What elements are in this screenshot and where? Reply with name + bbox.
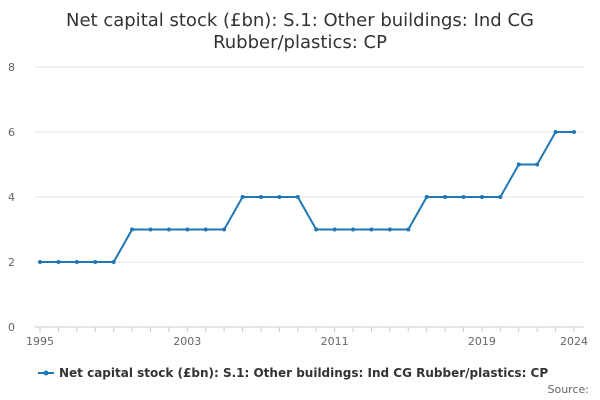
x-tick-label: 1995 [26, 335, 54, 348]
data-point [461, 195, 466, 199]
data-point [185, 227, 190, 232]
data-point [498, 195, 503, 199]
x-tick-label: 2011 [321, 335, 349, 348]
data-point [148, 227, 153, 232]
x-axis: 1995 2003 2011 2019 2024 [26, 326, 588, 348]
series-layer [38, 130, 576, 264]
legend-label: Net capital stock (£bn): S.1: Other buil… [59, 366, 548, 380]
data-point [240, 195, 245, 199]
y-tick-label: 2 [8, 256, 15, 269]
data-point [111, 260, 116, 264]
data-point [258, 195, 263, 199]
data-point [56, 260, 61, 264]
source-label: Source: [548, 383, 590, 396]
chart-title: Net capital stock (£bn): S.1: Other buil… [66, 10, 534, 53]
chart-title-line-2: Rubber/plastics: CP [213, 32, 387, 53]
y-tick-label: 6 [8, 126, 15, 139]
data-point [130, 227, 135, 232]
data-point [406, 227, 411, 232]
data-point [535, 162, 540, 167]
data-point [424, 195, 429, 199]
data-point [295, 195, 300, 199]
x-tick-label: 2019 [468, 335, 496, 348]
data-point [222, 227, 227, 232]
x-tick-label: 2024 [560, 335, 588, 348]
data-point [553, 130, 558, 134]
y-tick-label: 8 [8, 61, 15, 74]
y-axis: 0 2 4 6 8 [8, 61, 15, 334]
data-point [277, 195, 282, 199]
data-point [38, 260, 42, 264]
data-point [516, 162, 521, 167]
gridlines [34, 66, 584, 263]
series-line [40, 131, 574, 263]
legend[interactable]: Net capital stock (£bn): S.1: Other buil… [38, 366, 548, 380]
y-tick-label: 4 [8, 191, 15, 204]
data-point [332, 227, 337, 232]
data-point [387, 227, 392, 232]
chart-title-line-1: Net capital stock (£bn): S.1: Other buil… [66, 10, 534, 31]
data-point [166, 227, 171, 232]
data-point [479, 195, 484, 199]
data-point [443, 195, 448, 199]
data-point [314, 227, 319, 232]
y-tick-label: 0 [8, 321, 15, 334]
x-tick-label: 2003 [173, 335, 201, 348]
data-point [351, 227, 356, 232]
data-point [203, 227, 208, 232]
legend-swatch-marker [43, 370, 49, 376]
data-point [93, 260, 98, 264]
data-point [369, 227, 374, 232]
data-point [74, 260, 79, 264]
data-point [572, 130, 576, 134]
